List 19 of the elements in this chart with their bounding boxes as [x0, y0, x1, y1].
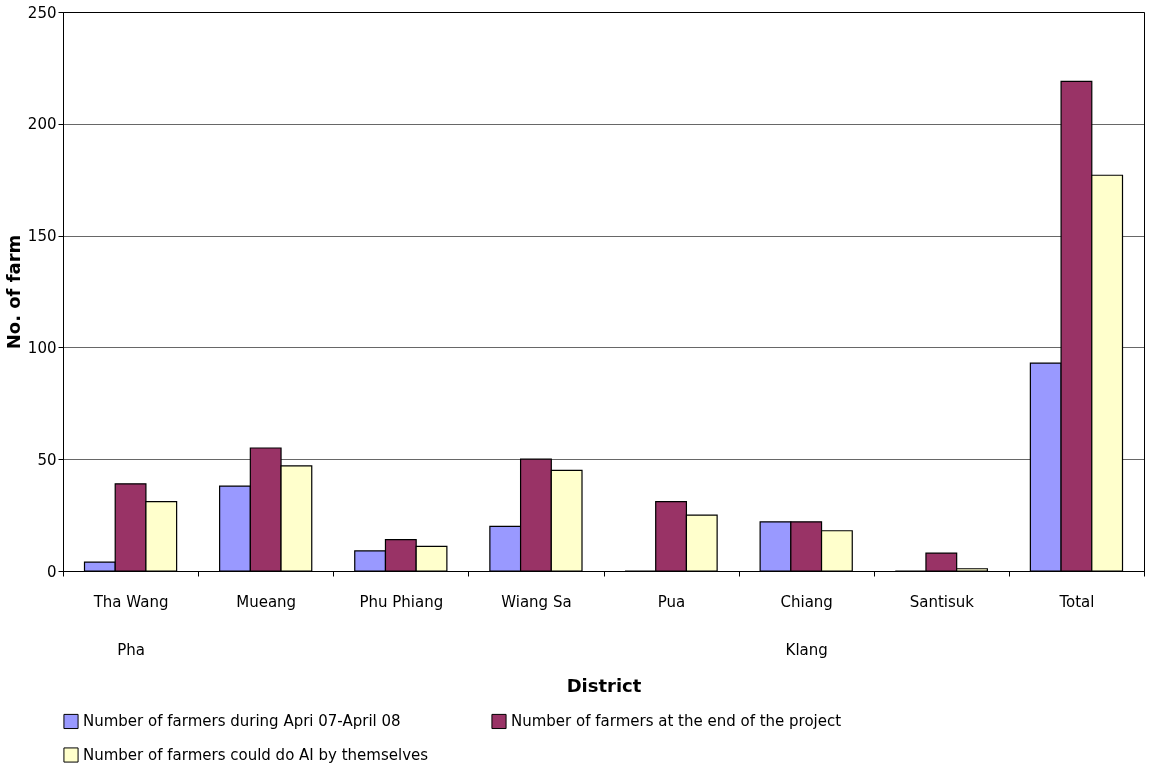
y-tick-label: 50: [37, 450, 57, 469]
legend-label: Number of farmers at the end of the project: [511, 712, 842, 731]
category-label: Tha Wang Pha: [93, 592, 169, 659]
x-tick-label: Santisuk: [909, 592, 975, 611]
x-axis-title: District: [566, 674, 642, 696]
y-tick-label: 250: [27, 3, 57, 22]
x-tick-label: Wiang Sa: [501, 592, 572, 611]
x-tick-label: Mueang: [236, 592, 297, 611]
y-axis-title: No. of farm: [2, 234, 24, 350]
category-label: Chiang Klang: [780, 592, 833, 659]
y-tick-label: 200: [27, 115, 57, 134]
legend-label: Number of farmers during Apri 07-April 08: [83, 712, 401, 731]
y-tick-label: 0: [46, 562, 57, 581]
y-tick-label: 100: [27, 338, 57, 357]
x-tick-label: Phu Phiang: [359, 592, 444, 611]
x-tick-label: Total: [1058, 592, 1095, 611]
y-tick-label: 150: [27, 227, 57, 246]
legend-label: Number of farmers could do AI by themselves: [83, 746, 429, 764]
x-tick-label: Pua: [657, 592, 686, 611]
